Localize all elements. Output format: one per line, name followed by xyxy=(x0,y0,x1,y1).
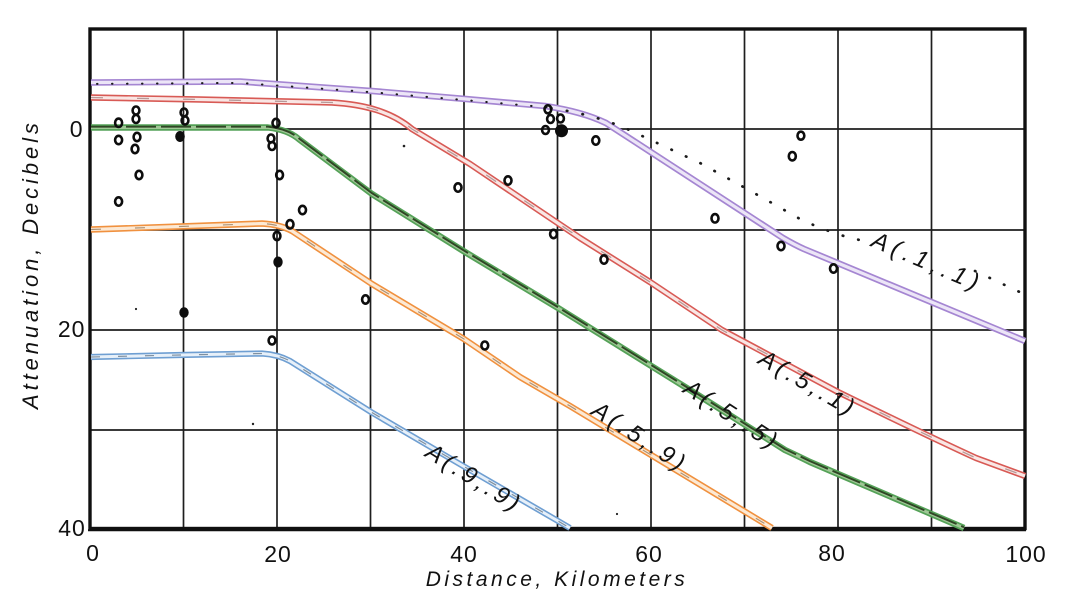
svg-text:40: 40 xyxy=(58,515,86,541)
svg-text:0: 0 xyxy=(86,540,100,566)
svg-text:A(.1,.1): A(.1,.1) xyxy=(866,226,988,298)
svg-text:20: 20 xyxy=(58,316,86,342)
svg-text:20: 20 xyxy=(264,541,292,567)
svg-text:40: 40 xyxy=(450,541,478,567)
svg-text:A(.5,.9): A(.5,.9) xyxy=(585,395,693,478)
svg-text:80: 80 xyxy=(818,540,846,566)
svg-text:A(.9,.9): A(.9,.9) xyxy=(419,437,528,519)
svg-text:100: 100 xyxy=(1005,541,1046,567)
svg-text:A(.5,.1): A(.5,.1) xyxy=(752,344,862,423)
svg-text:0: 0 xyxy=(70,116,84,142)
svg-text:A(.5,.5): A(.5,.5) xyxy=(677,373,785,456)
svg-text:Distance, Kilometers: Distance, Kilometers xyxy=(426,568,689,591)
svg-text:60: 60 xyxy=(635,541,663,567)
svg-text:Attenuation, Decibels: Attenuation, Decibels xyxy=(18,119,43,411)
